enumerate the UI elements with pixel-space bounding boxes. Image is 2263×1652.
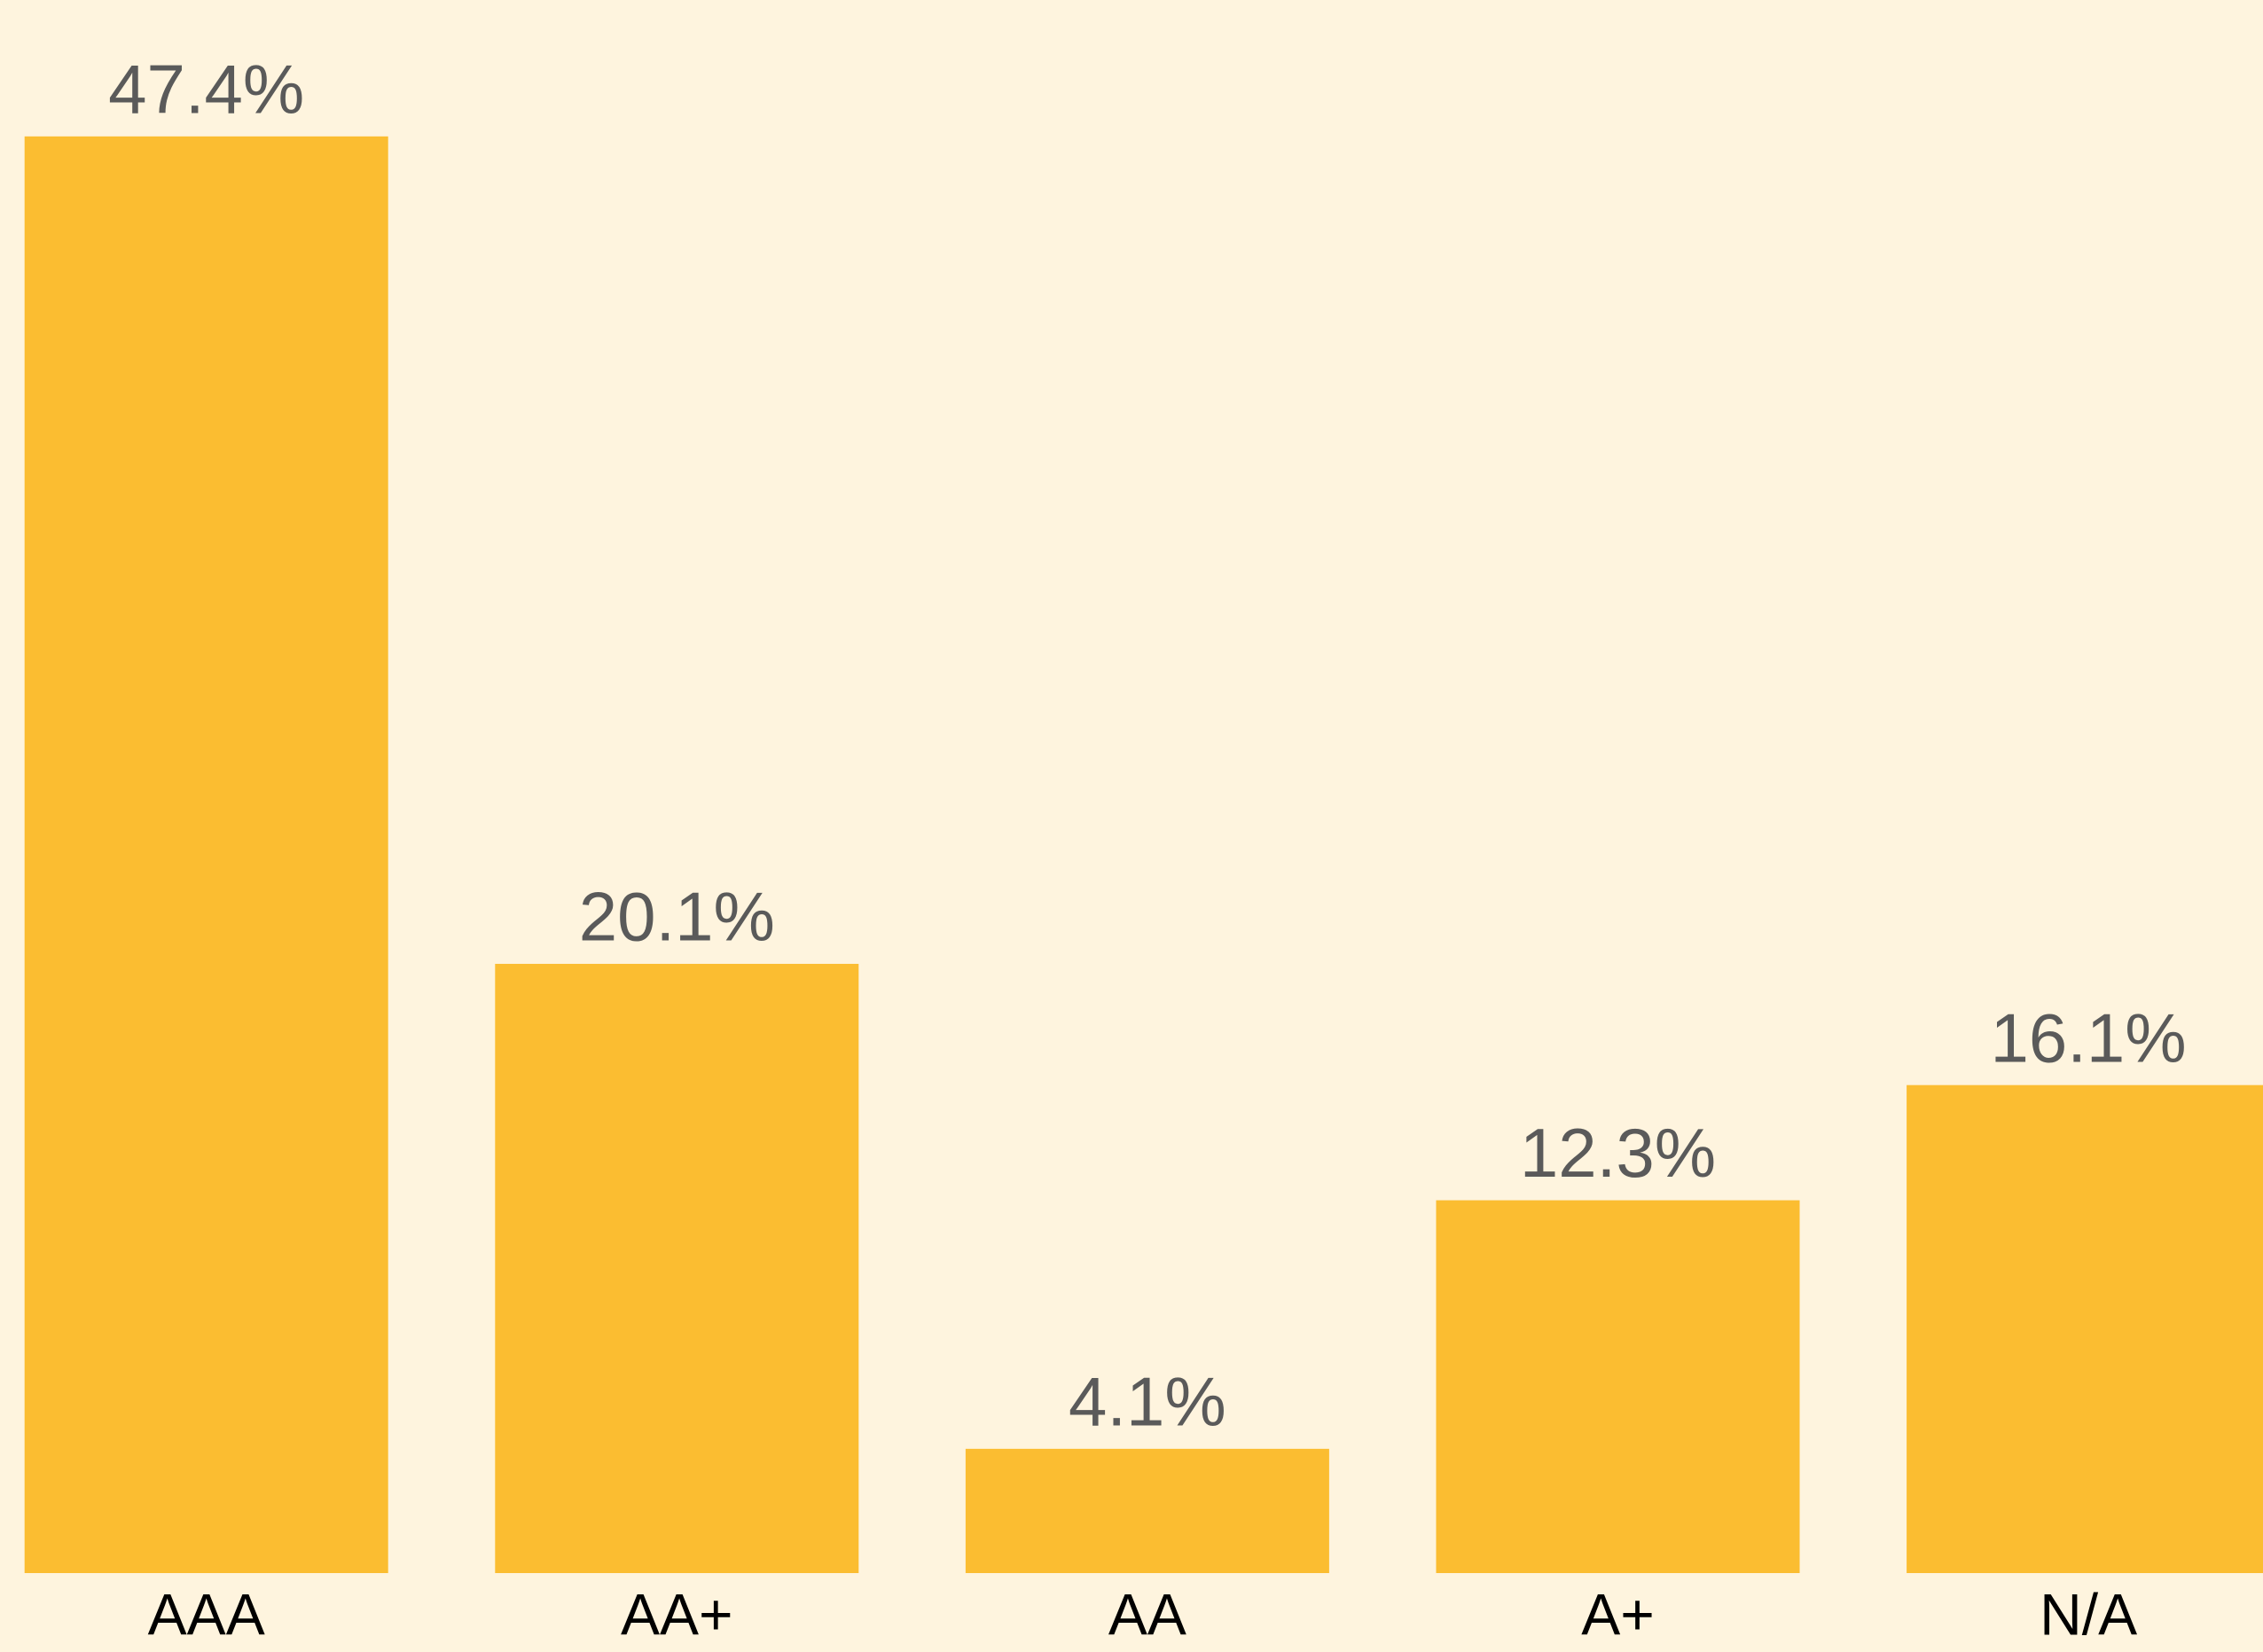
bar — [965, 1448, 1329, 1573]
value-label: 20.1% — [579, 878, 775, 956]
bar — [1436, 1200, 1800, 1573]
value-label: 12.3% — [1520, 1114, 1716, 1192]
x-tick-label: N/A — [2040, 1581, 2137, 1647]
value-label: 47.4% — [108, 50, 304, 128]
value-label: 16.1% — [1991, 998, 2187, 1077]
x-tick-label: AA+ — [621, 1581, 733, 1647]
bar — [1907, 1084, 2263, 1573]
bar — [495, 963, 859, 1573]
x-tick-label: AA — [1108, 1581, 1186, 1647]
x-tick-label: AAA — [148, 1581, 265, 1647]
x-tick-label: A+ — [1581, 1581, 1655, 1647]
bar — [24, 136, 388, 1573]
value-label: 4.1% — [1069, 1362, 1226, 1440]
